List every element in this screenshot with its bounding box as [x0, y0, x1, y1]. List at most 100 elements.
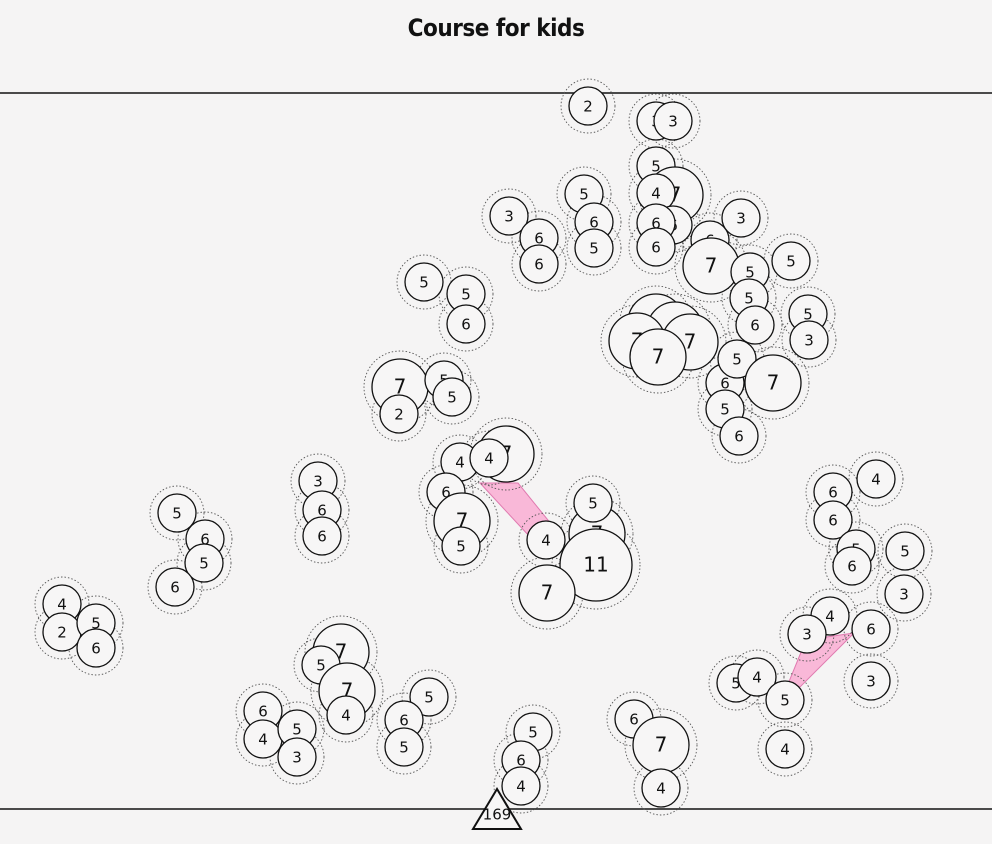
control-point[interactable]: 6 — [636, 227, 676, 267]
control-label: 7 — [655, 733, 668, 757]
control-label: 7 — [684, 330, 697, 354]
control-label: 5 — [424, 689, 434, 707]
control-halo — [401, 669, 457, 725]
control-point[interactable]: 5 — [765, 680, 805, 720]
control-circle — [789, 320, 829, 360]
control-point[interactable]: 3 — [489, 196, 529, 236]
control-point[interactable]: 6 — [76, 628, 116, 668]
control-point[interactable]: 6 — [446, 304, 486, 344]
control-point[interactable]: 4 — [526, 520, 566, 560]
control-point[interactable]: 7 — [518, 564, 576, 622]
control-point[interactable]: 5 — [441, 526, 481, 566]
control-point[interactable]: 5 — [404, 262, 444, 302]
control-label: 4 — [656, 780, 666, 798]
control-circle — [717, 339, 757, 379]
control-point[interactable]: 6 — [302, 516, 342, 556]
control-label: 2 — [57, 624, 67, 642]
control-circle — [737, 657, 777, 697]
control-point[interactable]: 3 — [789, 320, 829, 360]
control-point[interactable]: 5 — [157, 493, 197, 533]
control-circle — [384, 727, 424, 767]
control-circle — [559, 528, 633, 602]
control-point[interactable]: 3 — [277, 737, 317, 777]
control-label: 4 — [57, 596, 67, 614]
control-point[interactable]: 5 — [771, 241, 811, 281]
control-point[interactable]: 5 — [573, 483, 613, 523]
control-circle — [765, 729, 805, 769]
control-point[interactable]: 4 — [737, 657, 777, 697]
control-point[interactable]: 7 — [682, 237, 740, 295]
control-circle — [851, 661, 891, 701]
control-point[interactable]: 11 — [559, 528, 633, 602]
control-label: 5 — [199, 555, 209, 573]
control-point[interactable]: 4 — [243, 719, 283, 759]
control-point[interactable]: 5 — [409, 677, 449, 717]
control-circle — [851, 609, 891, 649]
control-point[interactable]: 3 — [721, 198, 761, 238]
control-point[interactable]: 5 — [384, 727, 424, 767]
control-label: 6 — [828, 512, 838, 530]
course-title: Course for kids — [407, 14, 585, 42]
control-point[interactable]: 4 — [501, 766, 541, 806]
control-point[interactable]: 3 — [851, 661, 891, 701]
control-label: 6 — [651, 215, 661, 233]
control-label: 3 — [313, 473, 323, 491]
control-point[interactable]: 5 — [432, 377, 472, 417]
control-point[interactable]: 5 — [885, 531, 925, 571]
control-point[interactable]: 6 — [851, 609, 891, 649]
control-label: 3 — [802, 626, 812, 644]
control-point[interactable]: 5 — [184, 543, 224, 583]
control-point[interactable]: 7 — [632, 716, 690, 774]
control-halo — [757, 721, 813, 777]
control-circle — [326, 695, 366, 735]
control-circle — [432, 377, 472, 417]
control-point[interactable]: 6 — [155, 567, 195, 607]
control-label: 6 — [629, 711, 639, 729]
control-label: 4 — [455, 454, 465, 472]
start-marker[interactable]: 169 — [471, 787, 523, 830]
control-circle — [184, 543, 224, 583]
control-circle — [441, 526, 481, 566]
control-point[interactable]: 2 — [379, 394, 419, 434]
control-label: 5 — [588, 495, 598, 513]
control-circle — [885, 531, 925, 571]
control-point[interactable]: 2 — [568, 86, 608, 126]
control-point[interactable]: 4 — [856, 459, 896, 499]
control-point[interactable]: 6 — [813, 500, 853, 540]
control-point[interactable]: 4 — [636, 173, 676, 213]
control-point[interactable]: 3 — [884, 574, 924, 614]
control-circle — [856, 459, 896, 499]
control-label: 6 — [516, 752, 526, 770]
control-point[interactable]: 5 — [574, 228, 614, 268]
control-circle — [469, 438, 509, 478]
control-point[interactable]: 2 — [42, 612, 82, 652]
control-point[interactable]: 3 — [787, 614, 827, 654]
control-point[interactable]: 6 — [832, 546, 872, 586]
control-point[interactable]: 7 — [744, 354, 802, 412]
control-label: 5 — [732, 351, 742, 369]
control-label: 6 — [847, 558, 857, 576]
control-label: 6 — [399, 712, 409, 730]
control-point[interactable]: 6 — [519, 244, 559, 284]
control-label: 5 — [91, 615, 101, 633]
control-label: 6 — [317, 528, 327, 546]
control-label: 7 — [394, 375, 407, 399]
control-point[interactable]: 4 — [326, 695, 366, 735]
control-point[interactable]: 4 — [641, 768, 681, 808]
control-point[interactable]: 7 — [629, 328, 687, 386]
control-point[interactable]: 4 — [469, 438, 509, 478]
control-label: 6 — [91, 640, 101, 658]
control-label: 3 — [804, 332, 814, 350]
control-point[interactable]: 6 — [735, 305, 775, 345]
control-label: 5 — [900, 543, 910, 561]
control-circle — [76, 628, 116, 668]
control-circle — [629, 328, 687, 386]
control-point[interactable]: 6 — [719, 416, 759, 456]
control-point[interactable]: 5 — [717, 339, 757, 379]
control-point[interactable]: 3 — [653, 101, 693, 141]
control-point[interactable]: 4 — [765, 729, 805, 769]
control-label: 5 — [731, 675, 741, 693]
control-circle — [446, 304, 486, 344]
control-circle — [636, 227, 676, 267]
